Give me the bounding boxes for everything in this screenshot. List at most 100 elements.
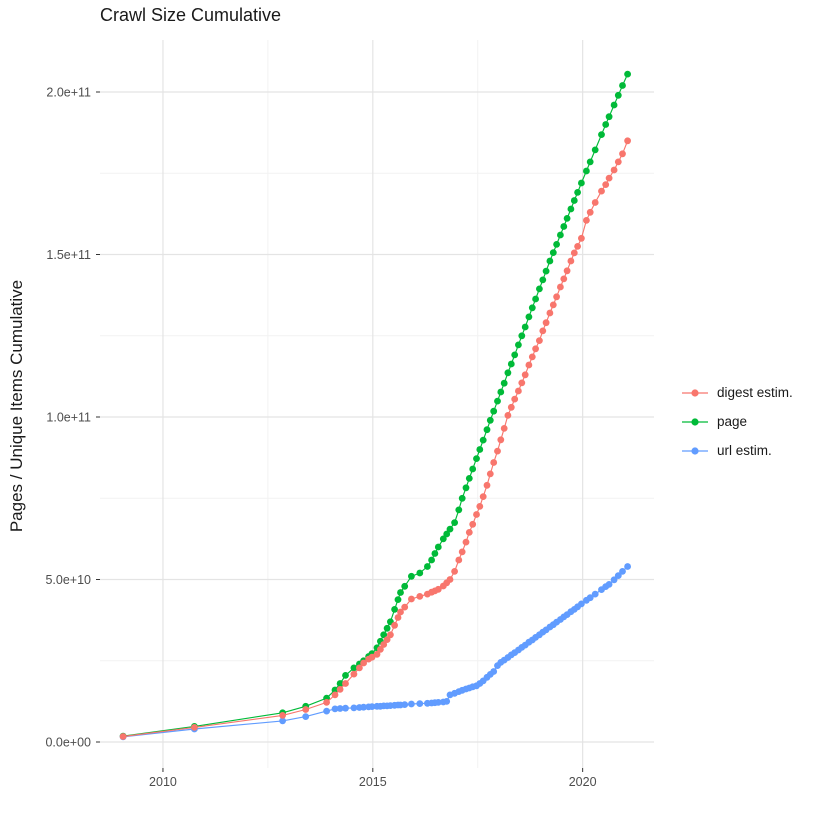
data-point	[302, 713, 310, 720]
data-point	[380, 641, 388, 648]
data-point	[525, 313, 533, 321]
legend: digest estim. page url estim.	[682, 378, 793, 465]
y-tick-label: 0.0e+00	[45, 736, 91, 750]
data-point	[511, 351, 519, 359]
data-point	[583, 167, 590, 175]
data-point	[373, 650, 381, 658]
data-point	[549, 301, 557, 309]
data-point	[465, 529, 473, 536]
data-point	[428, 556, 435, 564]
data-point	[479, 493, 487, 500]
data-point	[490, 459, 498, 466]
data-point	[469, 520, 477, 528]
data-point	[586, 208, 594, 216]
data-point	[490, 668, 498, 675]
data-point	[542, 319, 550, 327]
data-point	[521, 323, 529, 331]
data-point	[598, 187, 605, 195]
data-point	[380, 631, 388, 639]
data-point	[591, 199, 599, 206]
data-point	[624, 563, 631, 570]
data-point	[591, 590, 599, 598]
data-point	[473, 511, 480, 518]
data-point	[302, 706, 310, 713]
data-point	[563, 215, 571, 222]
data-point	[458, 494, 466, 502]
data-point	[434, 543, 442, 551]
data-point	[394, 596, 402, 603]
data-point	[591, 146, 599, 154]
data-point	[476, 503, 484, 510]
data-point	[567, 257, 575, 265]
data-point	[350, 670, 358, 678]
data-point	[401, 603, 409, 611]
data-point	[119, 733, 127, 740]
data-point	[416, 569, 424, 577]
data-point	[356, 664, 363, 672]
data-point	[598, 131, 605, 139]
data-point	[391, 606, 398, 613]
data-point	[462, 484, 470, 492]
data-point	[331, 705, 339, 713]
data-point	[610, 166, 618, 174]
data-point	[536, 285, 543, 293]
data-point	[336, 680, 344, 687]
data-point	[360, 703, 367, 711]
data-point	[401, 582, 409, 590]
data-point	[546, 309, 554, 317]
data-point	[521, 371, 529, 379]
data-point	[434, 585, 442, 593]
data-point	[408, 595, 415, 603]
data-point	[624, 70, 631, 78]
data-point	[451, 519, 458, 526]
data-point	[578, 234, 585, 242]
legend-label: digest estim.	[717, 385, 793, 400]
data-point	[350, 704, 358, 712]
data-point	[553, 293, 560, 301]
data-point	[525, 361, 533, 369]
data-point	[586, 594, 594, 602]
data-point	[578, 179, 585, 187]
data-point	[610, 101, 618, 109]
data-point	[424, 563, 431, 570]
data-point	[394, 614, 402, 621]
data-point	[476, 446, 484, 453]
data-point	[583, 217, 590, 224]
data-point	[383, 624, 391, 632]
data-point	[377, 646, 384, 653]
data-point	[401, 701, 409, 708]
legend-label: page	[717, 414, 748, 429]
data-point	[446, 576, 454, 583]
data-point	[553, 241, 560, 248]
data-point	[500, 425, 508, 432]
data-point	[546, 257, 554, 265]
data-point	[383, 636, 391, 643]
chart-title: Crawl Size Cumulative	[100, 5, 282, 25]
data-point	[614, 572, 622, 579]
x-tick-label: 2010	[149, 775, 177, 789]
data-point	[458, 548, 466, 556]
data-point	[557, 283, 564, 291]
data-point	[574, 189, 581, 196]
data-point	[479, 436, 487, 444]
x-tick-label: 2015	[359, 775, 387, 789]
data-point	[368, 703, 376, 710]
data-point	[567, 205, 575, 213]
data-point	[350, 664, 358, 672]
data-point	[397, 608, 404, 616]
legend-item: page	[682, 407, 793, 436]
data-point	[528, 353, 536, 361]
data-point	[560, 275, 568, 283]
data-point	[342, 704, 349, 712]
data-point	[408, 700, 415, 708]
data-point	[342, 680, 349, 687]
data-point	[515, 387, 522, 395]
y-tick-label: 1.0e+11	[46, 411, 91, 425]
legend-key-icon	[682, 388, 708, 397]
data-point	[494, 447, 501, 455]
data-point	[443, 698, 451, 705]
data-point	[387, 631, 394, 639]
data-point	[586, 158, 594, 166]
legend-key-dot	[691, 417, 699, 426]
